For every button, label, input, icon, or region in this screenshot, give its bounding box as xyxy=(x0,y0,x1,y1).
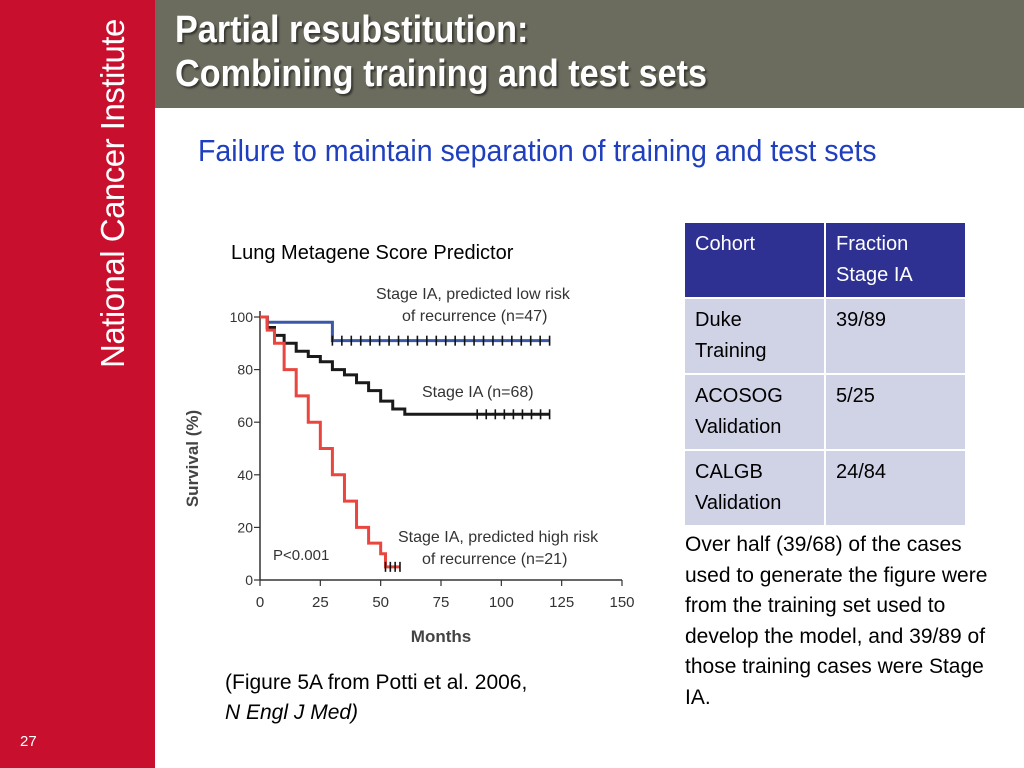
series-line-2 xyxy=(260,315,400,569)
table-header-row: Cohort Fraction Stage IA xyxy=(683,221,967,299)
cohort-table: Cohort Fraction Stage IA Duke Training 3… xyxy=(683,221,967,527)
chart-labels: Stage IA, predicted low risk of recurrenc… xyxy=(273,286,599,568)
cohort-cell: CALGB Validation xyxy=(683,449,826,527)
table-row: Duke Training 39/89 xyxy=(683,297,967,375)
y-tick-label: 0 xyxy=(245,572,253,588)
brand-logo-text: National Cancer Institute xyxy=(94,19,131,368)
x-tick-label: 125 xyxy=(549,594,574,611)
series-label-1-line-1: Stage IA (n=68) xyxy=(422,384,534,401)
cohort-name: ACOSOG xyxy=(695,385,783,407)
cohort-name: Duke xyxy=(695,309,742,331)
series-label-2-line-2: of recurrence (n=21) xyxy=(422,551,567,568)
x-tick-label: 50 xyxy=(372,594,389,611)
series-line-1 xyxy=(260,315,550,416)
caption-line-1: (Figure 5A from Potti et al. 2006, xyxy=(225,671,528,694)
slide-number: 27 xyxy=(20,733,37,750)
cohort-set: Validation xyxy=(695,416,782,438)
sidebar: National Cancer Institute 27 xyxy=(0,0,155,768)
x-tick-label: 100 xyxy=(489,594,514,611)
header-cohort: Cohort xyxy=(683,221,826,299)
survival-chart: 0 25 50 75 100 125 150 0 20 40 60 80 100 Months Surviv… xyxy=(176,275,646,650)
x-tick-label: 25 xyxy=(312,594,329,611)
title-bar: Partial resubstitution: Combining traini… xyxy=(155,0,1024,108)
figure-caption: (Figure 5A from Potti et al. 2006, N Eng… xyxy=(225,668,527,728)
chart-axes: 0 25 50 75 100 125 150 0 20 40 60 80 100 Months Surviv… xyxy=(183,309,635,646)
title-line-1: Partial resubstitution: xyxy=(175,9,529,51)
y-tick-label: 80 xyxy=(237,362,253,378)
x-axis-label: Months xyxy=(411,627,471,646)
x-tick-label: 150 xyxy=(609,594,634,611)
cohort-name: CALGB xyxy=(695,461,763,483)
y-tick-label: 60 xyxy=(237,414,253,430)
explanation-note: Over half (39/68) of the cases used to g… xyxy=(685,533,988,709)
cohort-set: Validation xyxy=(695,492,782,514)
fraction-cell: 24/84 xyxy=(824,449,967,527)
y-tick-label: 20 xyxy=(237,519,253,535)
caption-line-2: N Engl J Med) xyxy=(225,701,359,724)
fraction-cell: 5/25 xyxy=(824,373,967,451)
slide-title: Partial resubstitution: Combining traini… xyxy=(175,8,707,96)
x-tick-label: 75 xyxy=(433,594,450,611)
y-tick-label: 100 xyxy=(230,309,254,325)
table-row: CALGB Validation 24/84 xyxy=(683,449,967,527)
header-fraction-line-1: Fraction xyxy=(836,233,909,255)
title-line-2: Combining training and test sets xyxy=(175,53,708,95)
cohort-set: Training xyxy=(695,340,767,362)
slide-subtitle: Failure to maintain separation of traini… xyxy=(198,133,877,168)
series-label-0-line-2: of recurrence (n=47) xyxy=(402,308,547,325)
y-axis-label: Survival (%) xyxy=(183,410,202,507)
header-fraction-line-2: Stage IA xyxy=(836,264,913,286)
header-cohort-text: Cohort xyxy=(695,233,756,255)
series-label-2-line-1: Stage IA, predicted high risk xyxy=(398,529,599,546)
chart-series xyxy=(260,315,551,572)
cohort-cell: Duke Training xyxy=(683,297,826,375)
cohort-cell: ACOSOG Validation xyxy=(683,373,826,451)
p-value-label: P<0.001 xyxy=(273,547,329,564)
header-fraction: Fraction Stage IA xyxy=(824,221,967,299)
table-row: ACOSOG Validation 5/25 xyxy=(683,373,967,451)
fraction-cell: 39/89 xyxy=(824,297,967,375)
y-tick-label: 40 xyxy=(237,467,253,483)
x-tick-label: 0 xyxy=(256,594,264,611)
series-label-0-line-1: Stage IA, predicted low risk xyxy=(376,286,571,303)
chart-title: Lung Metagene Score Predictor xyxy=(231,242,514,264)
